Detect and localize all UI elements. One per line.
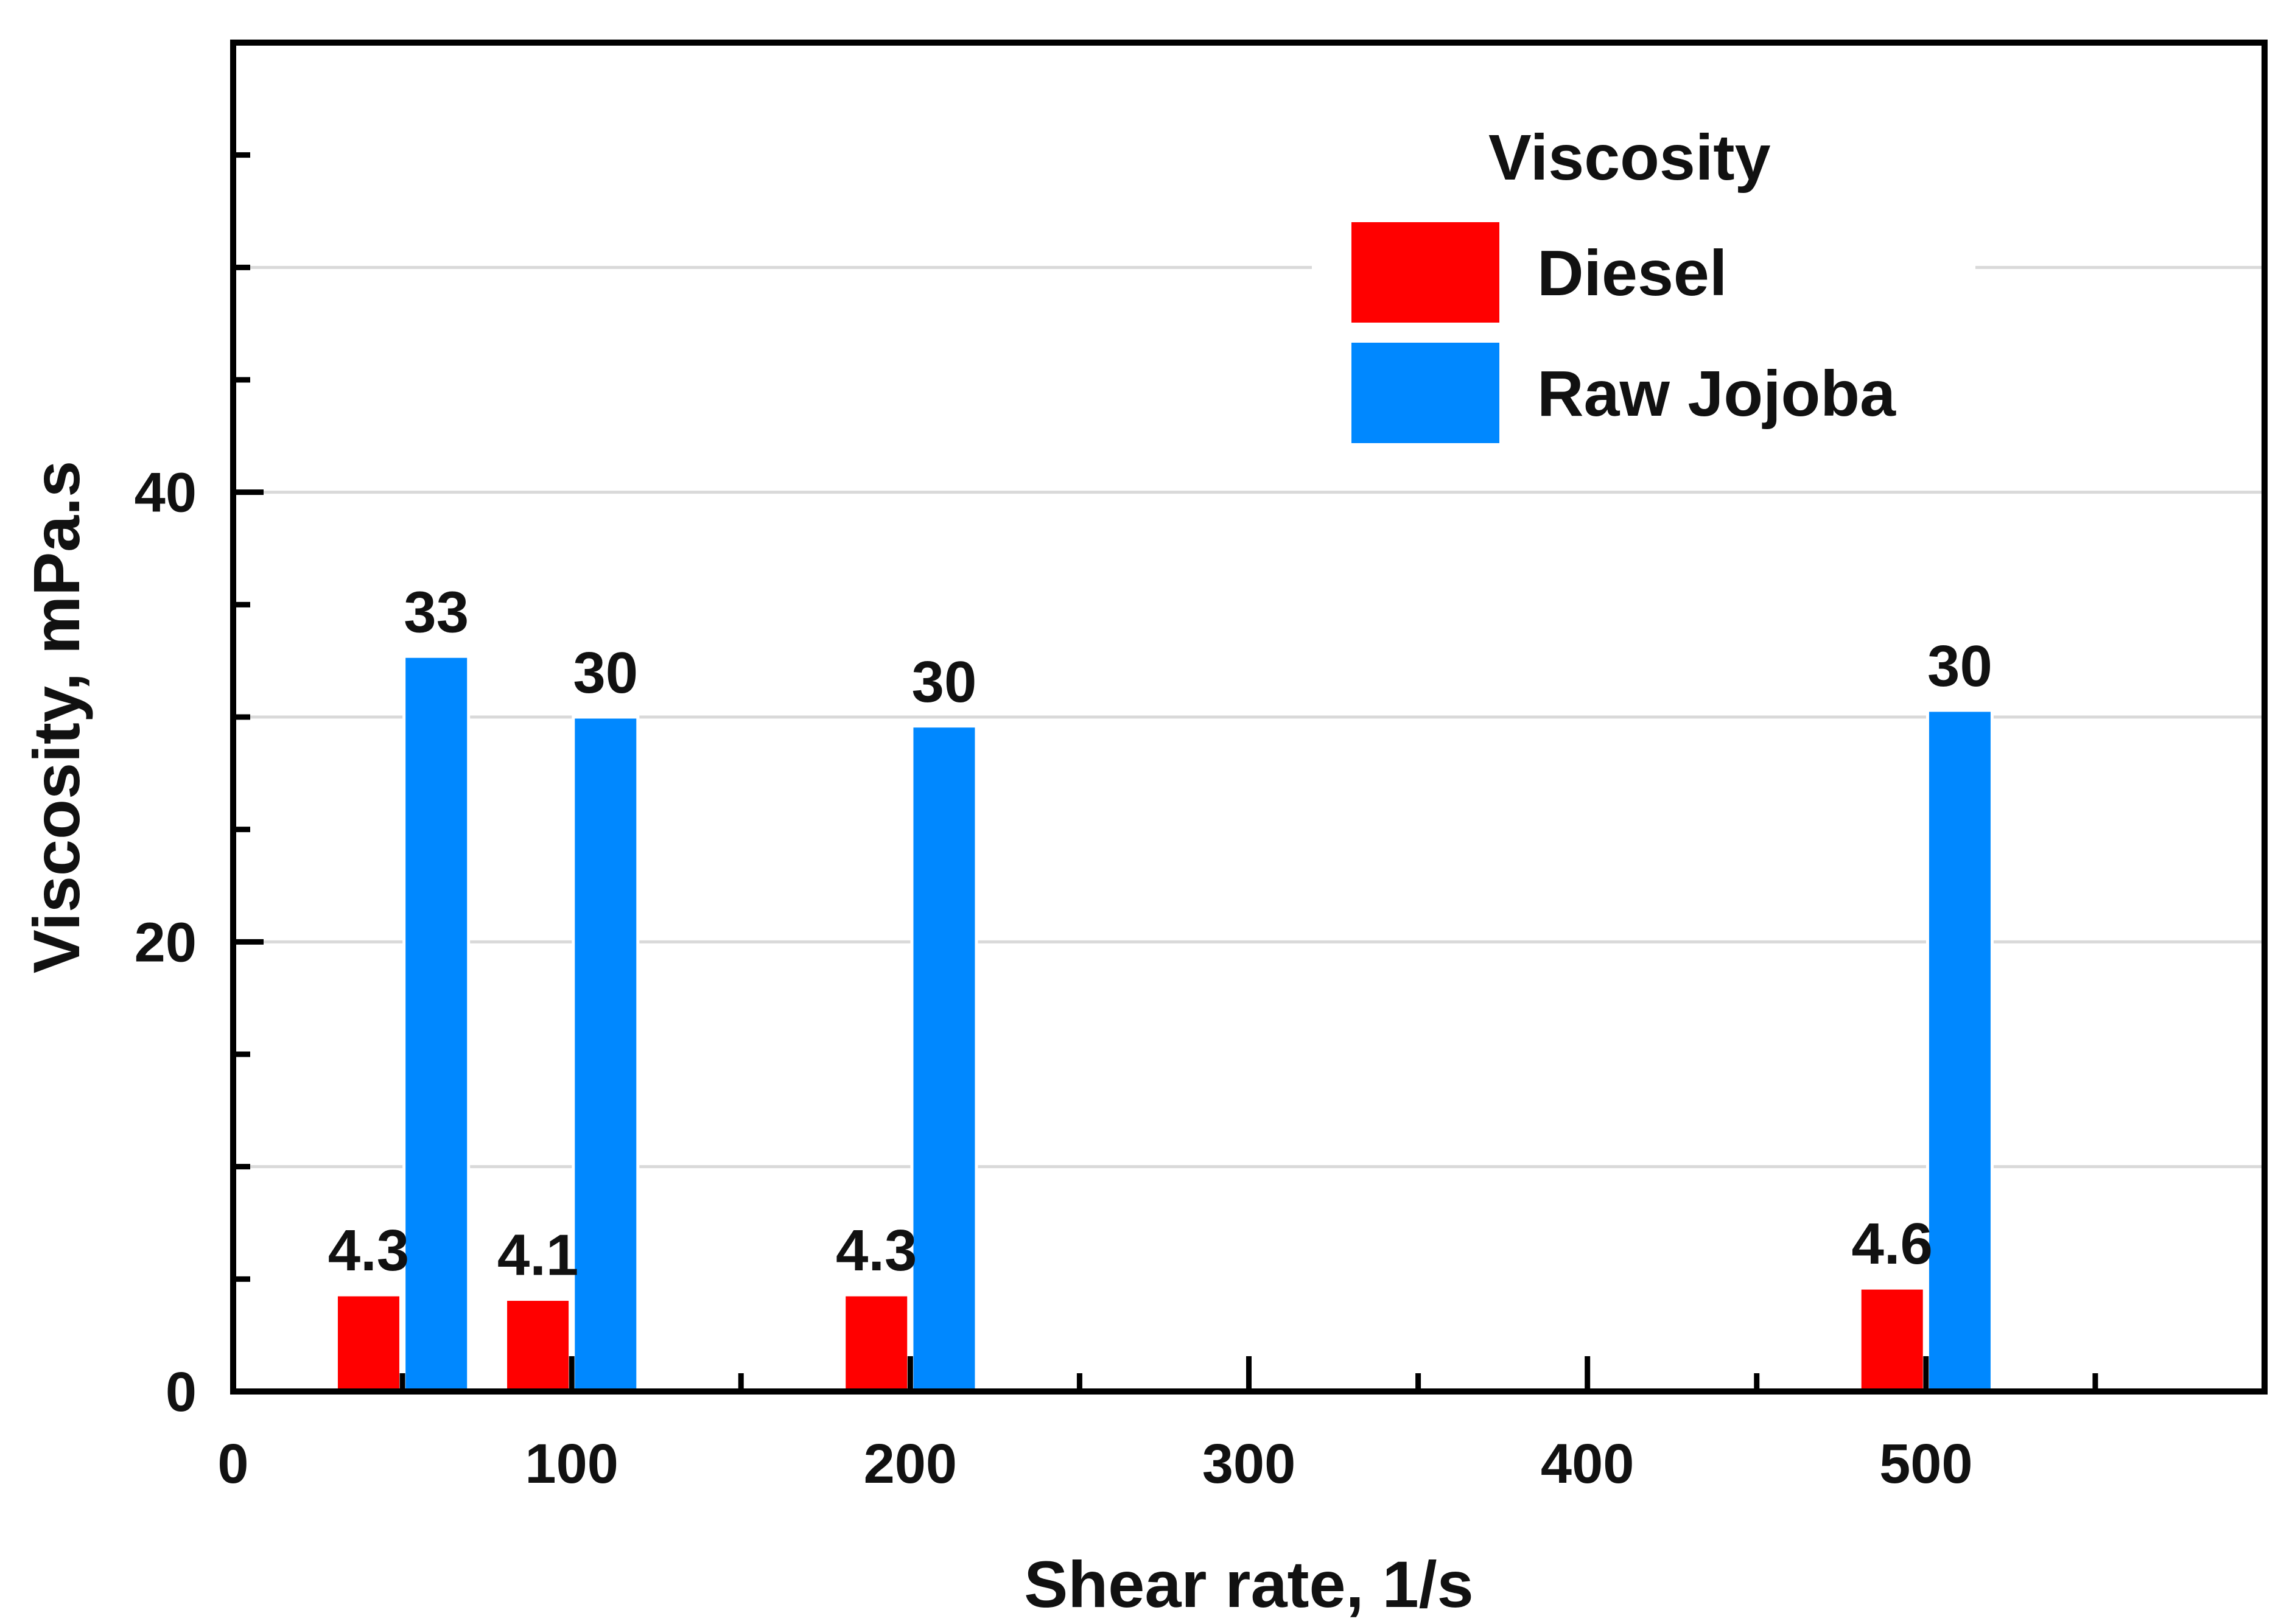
bar-diesel-2 <box>843 1293 911 1393</box>
x-tick-label: 500 <box>1879 1433 1973 1495</box>
data-label: 33 <box>404 579 469 645</box>
data-label: 4.3 <box>328 1218 409 1283</box>
x-tick-label: 100 <box>525 1433 618 1495</box>
legend-label-diesel: Diesel <box>1537 237 1727 309</box>
legend-title: Viscosity <box>1488 122 1771 194</box>
bar-diesel-3 <box>1858 1286 1926 1393</box>
y-tick-label: 20 <box>135 911 197 973</box>
bars <box>334 654 1994 1393</box>
bar-raw-jojoba-2 <box>910 724 978 1393</box>
x-tick-label: 400 <box>1541 1433 1635 1495</box>
data-labels: 4.3 4.1 4.3 4.6 33 30 30 30 <box>328 579 1992 1287</box>
legend: Viscosity Diesel Raw Jojoba <box>1312 119 1975 460</box>
data-label: 4.6 <box>1851 1211 1932 1276</box>
gridlines <box>233 265 2265 1169</box>
x-tick-label: 0 <box>217 1433 248 1495</box>
bar-diesel-0 <box>334 1293 402 1393</box>
data-label: 30 <box>912 649 977 715</box>
x-tick-label: 300 <box>1202 1433 1296 1495</box>
x-axis-title: Shear rate, 1/s <box>1024 1547 1473 1621</box>
y-axis-title: Viscosity, mPa.s <box>19 461 93 973</box>
bar-raw-jojoba-0 <box>402 654 471 1393</box>
legend-swatch-raw-jojoba <box>1351 343 1499 443</box>
bar-raw-jojoba-3 <box>1925 709 1994 1393</box>
data-label: 4.3 <box>836 1218 917 1283</box>
data-label: 30 <box>573 640 638 705</box>
legend-swatch-diesel <box>1351 222 1499 323</box>
data-label: 4.1 <box>497 1223 578 1288</box>
y-tick-label: 40 <box>135 462 197 524</box>
bar-raw-jojoba-1 <box>572 715 640 1393</box>
legend-label-raw-jojoba: Raw Jojoba <box>1537 358 1896 430</box>
x-tick-label: 200 <box>864 1433 958 1495</box>
data-label: 30 <box>1927 634 1992 699</box>
y-tick-label: 0 <box>166 1361 197 1423</box>
bar-diesel-1 <box>504 1298 572 1393</box>
